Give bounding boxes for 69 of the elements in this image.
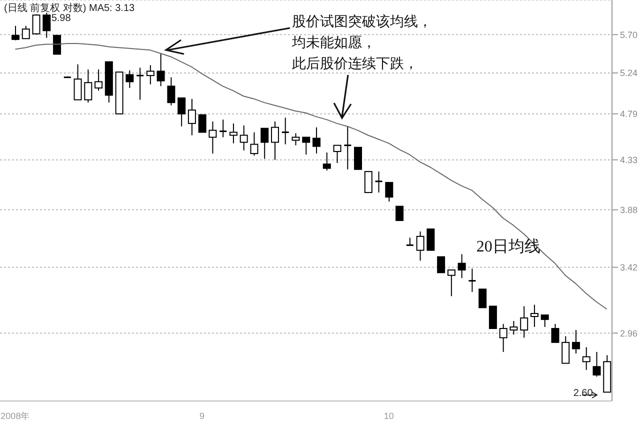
candlestick — [74, 64, 82, 100]
candlestick — [426, 228, 435, 251]
candlestick — [551, 323, 560, 343]
annotation: 5.98 — [51, 12, 72, 24]
candlestick — [437, 256, 446, 274]
candlestick — [364, 171, 372, 194]
candlestick — [126, 70, 134, 88]
annotation: 此后股价连续下跌， — [292, 55, 418, 71]
x-tick-label: 9 — [200, 411, 205, 421]
candlestick — [582, 346, 590, 370]
candlestick — [374, 171, 384, 194]
x-tick-label: 10 — [384, 411, 394, 421]
y-tick-label: 4.79 — [620, 109, 638, 120]
candlestick — [468, 268, 476, 292]
candlestick — [270, 121, 279, 160]
y-tick-label: 5.24 — [620, 68, 638, 78]
candlestick — [510, 320, 518, 336]
candlestick — [385, 182, 394, 202]
candlestick — [229, 122, 238, 144]
candlestick — [416, 230, 424, 262]
candlestick — [281, 117, 290, 145]
candlestick — [478, 288, 487, 308]
candlestick — [292, 132, 300, 146]
candlestick — [188, 98, 196, 136]
x-tick-label: 2008年 — [0, 411, 30, 421]
y-tick-label: 5.70 — [620, 30, 638, 40]
candlestick — [198, 114, 206, 133]
candlestick — [94, 68, 103, 92]
candlestick — [146, 64, 154, 85]
candlestick — [167, 76, 176, 106]
candlestick — [520, 306, 528, 338]
candlestick — [156, 52, 165, 87]
candlestick — [322, 152, 331, 171]
candlestick — [302, 136, 310, 156]
y-tick-label: 3.88 — [620, 205, 638, 216]
candlestick — [250, 132, 258, 156]
candlestick — [178, 97, 186, 127]
candlestick — [447, 269, 456, 297]
annotation: 均未能如愿， — [291, 34, 376, 50]
candlestick — [84, 68, 92, 104]
candlestick — [562, 336, 570, 364]
candlestick — [343, 126, 352, 170]
chart-title: (日线 前复权 对数) MA5: 3.13 — [4, 2, 136, 14]
candlestick — [240, 124, 248, 151]
series-label: 20日均线 — [476, 237, 540, 256]
y-tick-label: 3.42 — [620, 262, 638, 272]
candlestick — [136, 67, 144, 100]
candlestick — [396, 206, 404, 221]
candlestick — [458, 254, 466, 279]
candlestick — [208, 121, 217, 154]
candlestick — [12, 25, 20, 41]
candlestick — [333, 144, 342, 164]
candlestick — [260, 128, 269, 160]
y-tick-label: 4.33 — [620, 155, 638, 166]
candlestick — [572, 330, 580, 354]
candlestick — [53, 34, 62, 55]
candlestick — [22, 25, 30, 40]
annotation: 股价试图突破该均线， — [292, 13, 432, 29]
candlestick — [312, 126, 320, 154]
y-tick-label: 2.96 — [620, 328, 638, 338]
candlestick — [42, 12, 51, 38]
candlestick — [540, 314, 549, 328]
candlestick — [499, 323, 508, 352]
candlestick — [488, 306, 497, 329]
candlestick — [406, 237, 414, 246]
candlestick — [530, 304, 538, 328]
candlestick — [592, 351, 601, 378]
candlestick — [354, 146, 362, 170]
candlestick — [218, 119, 228, 138]
